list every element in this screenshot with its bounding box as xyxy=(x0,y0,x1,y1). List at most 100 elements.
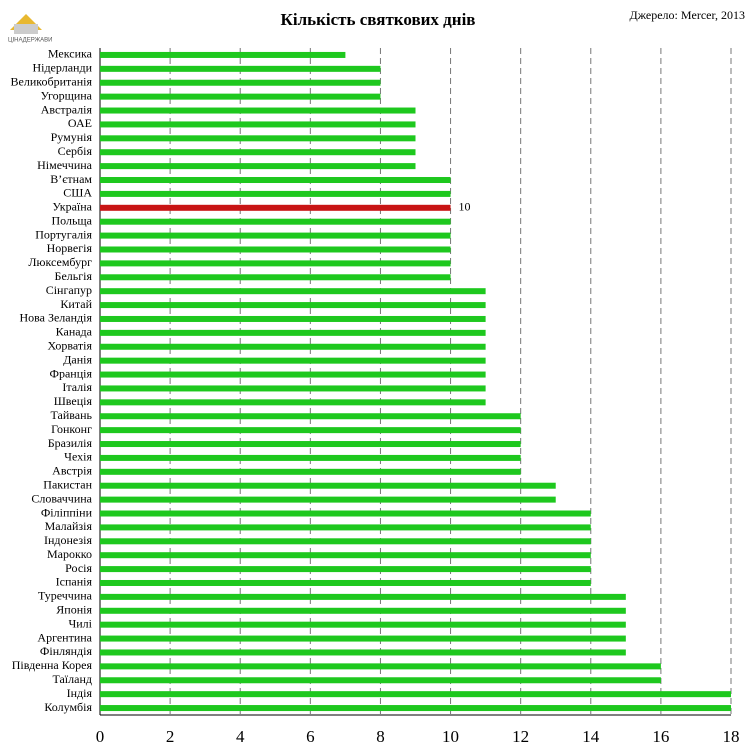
bar xyxy=(100,538,591,545)
value-label: 10 xyxy=(459,200,471,214)
x-tick-label: 4 xyxy=(236,727,245,746)
bar xyxy=(100,691,731,698)
bar xyxy=(100,135,416,142)
y-tick-label: Чехія xyxy=(64,450,92,464)
bar xyxy=(100,288,486,295)
bar xyxy=(100,371,486,378)
x-tick-label: 0 xyxy=(96,727,105,746)
bar xyxy=(100,190,451,197)
bar xyxy=(100,121,416,128)
x-tick-label: 8 xyxy=(376,727,385,746)
y-tick-label: Норвегія xyxy=(47,241,93,255)
bar xyxy=(100,593,626,600)
y-tick-label: Нова Зеландія xyxy=(19,311,92,325)
y-tick-label: Пакистан xyxy=(43,477,92,491)
bar xyxy=(100,552,591,559)
y-tick-label: США xyxy=(63,186,92,200)
y-tick-label: Гонконг xyxy=(51,422,92,436)
bar xyxy=(100,441,521,448)
bar xyxy=(100,635,626,642)
bar xyxy=(100,107,416,114)
bar xyxy=(100,163,416,170)
y-tick-label: Австрія xyxy=(52,464,92,478)
y-tick-label: Аргентина xyxy=(37,630,92,644)
bar xyxy=(100,607,626,614)
bar xyxy=(100,413,521,420)
source: Джерело: Mercer, 2013 xyxy=(630,8,745,22)
y-tick-label: Іспанія xyxy=(56,575,93,589)
y-tick-label: В’єтнам xyxy=(50,172,92,186)
bar xyxy=(100,65,381,72)
bar xyxy=(100,663,661,670)
y-tick-label: Словаччина xyxy=(31,491,92,505)
bar xyxy=(100,566,591,573)
bar xyxy=(100,246,451,253)
bar xyxy=(100,260,451,267)
bar xyxy=(100,204,451,211)
y-tick-label: Марокко xyxy=(47,547,92,561)
y-tick-label: Колумбія xyxy=(44,700,92,714)
bar xyxy=(100,302,486,309)
y-tick-label: ОАЕ xyxy=(68,116,92,130)
logo: ЦІНАДЕРЖАВИ xyxy=(8,14,53,44)
bar xyxy=(100,343,486,350)
bar xyxy=(100,482,556,489)
bar xyxy=(100,385,486,392)
y-tick-label: Росія xyxy=(65,561,92,575)
y-tick-label: Південна Корея xyxy=(12,658,93,672)
y-tick-label: Тайвань xyxy=(50,408,92,422)
y-tick-label: Бразилія xyxy=(48,436,93,450)
y-tick-label: Індонезія xyxy=(44,533,92,547)
y-tick-label: Люксембург xyxy=(28,255,92,269)
y-tick-label: Канада xyxy=(56,325,93,339)
bar xyxy=(100,705,731,712)
bar xyxy=(100,274,451,281)
y-tick-label: Франція xyxy=(49,366,92,380)
y-tick-label: Швеція xyxy=(54,394,93,408)
y-tick-label: Малайзія xyxy=(45,519,93,533)
y-tick-label: Нідерланди xyxy=(32,61,92,75)
y-tick-label: Сербія xyxy=(58,144,93,158)
x-tick-label: 6 xyxy=(306,727,315,746)
x-tick-label: 10 xyxy=(442,727,459,746)
bar xyxy=(100,524,591,531)
bar xyxy=(100,79,381,86)
y-tick-label: Індія xyxy=(67,686,93,700)
bar xyxy=(100,232,451,239)
bar xyxy=(100,468,521,475)
y-tick-label: Румунія xyxy=(51,130,93,144)
bar xyxy=(100,51,346,58)
bar xyxy=(100,177,451,184)
y-tick-label: Україна xyxy=(52,200,92,214)
bar xyxy=(100,329,486,336)
logo-text: ЦІНАДЕРЖАВИ xyxy=(8,38,53,44)
bar xyxy=(100,93,381,100)
y-tick-label: Бельгія xyxy=(55,269,93,283)
bar xyxy=(100,399,486,406)
y-tick-label: Чилі xyxy=(68,616,92,630)
x-tick-label: 18 xyxy=(723,727,740,746)
bar xyxy=(100,149,416,156)
bar xyxy=(100,649,626,656)
y-tick-label: Данія xyxy=(63,352,92,366)
y-tick-label: Китай xyxy=(60,297,92,311)
y-tick-label: Польща xyxy=(51,213,92,227)
bar xyxy=(100,579,591,586)
y-tick-label: Туреччина xyxy=(38,589,93,603)
y-tick-label: Німеччина xyxy=(37,158,93,172)
bar xyxy=(100,496,556,503)
bar xyxy=(100,621,626,628)
logo-building xyxy=(14,24,38,34)
y-tick-label: Португалія xyxy=(35,227,92,241)
y-tick-label: Японія xyxy=(56,603,92,617)
y-tick-label: Фінляндія xyxy=(40,644,93,658)
x-tick-label: 14 xyxy=(582,727,600,746)
y-tick-label: Мексика xyxy=(48,47,93,61)
y-tick-label: Хорватія xyxy=(47,339,92,353)
bar xyxy=(100,427,521,434)
x-tick-label: 12 xyxy=(512,727,529,746)
x-tick-label: 2 xyxy=(166,727,175,746)
bar xyxy=(100,510,591,517)
bar xyxy=(100,677,661,684)
bar xyxy=(100,218,451,225)
